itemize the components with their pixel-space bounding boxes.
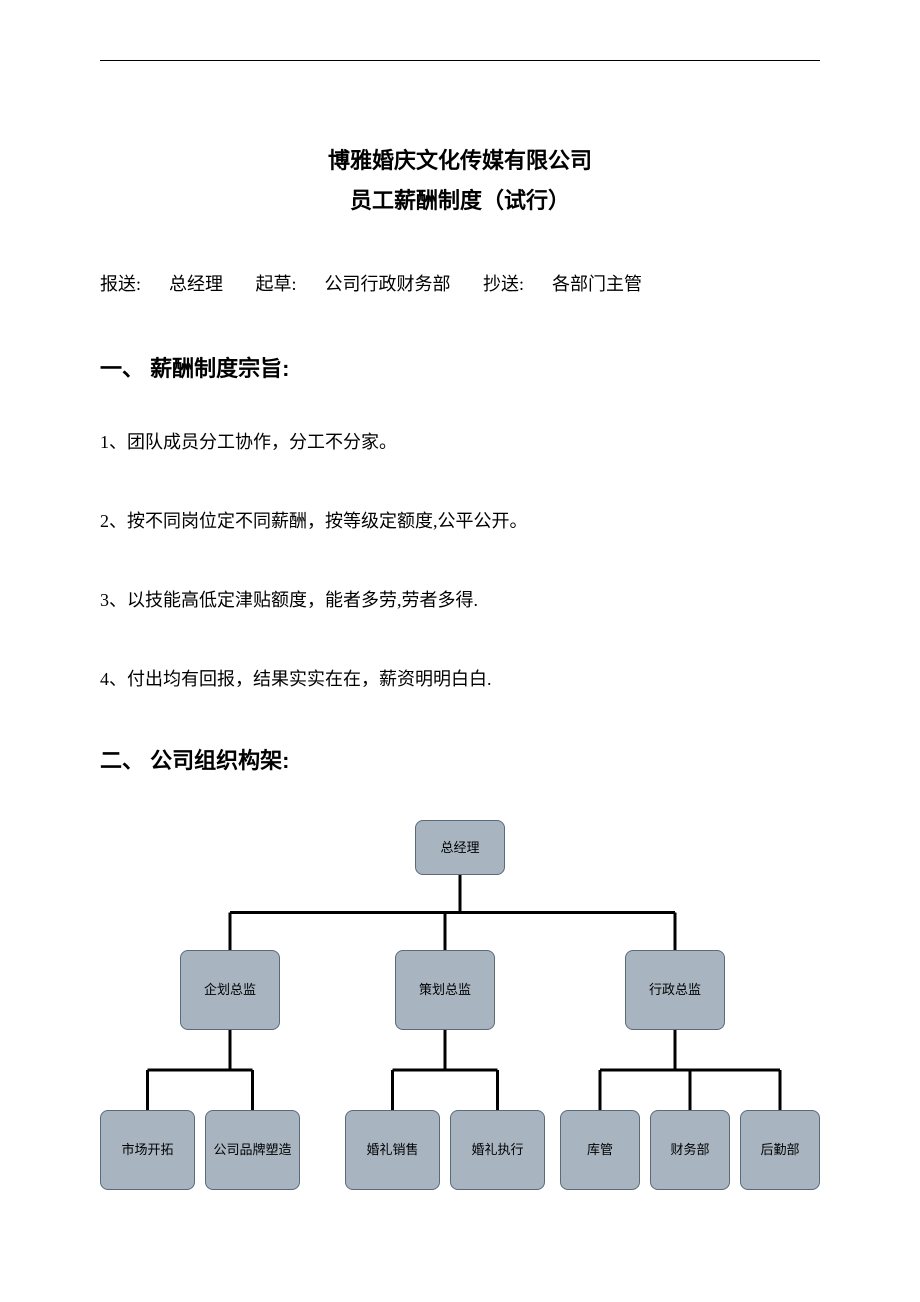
section-1-item: 4、付出均有回报，结果实实在在，薪资明明白白. [100, 665, 820, 694]
qicao-label: 起草: [256, 274, 297, 294]
org-node-pinpai: 公司品牌塑造 [205, 1110, 300, 1190]
section-1-heading: 一、 薪酬制度宗旨: [100, 351, 820, 383]
section-1-item: 3、以技能高低定津贴额度，能者多劳,劳者多得. [100, 586, 820, 615]
org-node-xiaoshou: 婚礼销售 [345, 1110, 440, 1190]
section-1-item: 1、团队成员分工协作，分工不分家。 [100, 428, 820, 457]
top-rule [100, 60, 820, 61]
document-title: 博雅婚庆文化传媒有限公司 员工薪酬制度（试行） [100, 141, 820, 220]
meta-line: 报送: 总经理 起草: 公司行政财务部 抄送: 各部门主管 [100, 270, 820, 296]
org-node-zhixing: 婚礼执行 [450, 1110, 545, 1190]
org-chart: 总经理企划总监 策划总监 行政总监市场开拓公司品牌塑造婚礼销售婚礼执行库管财务部后勤… [100, 820, 820, 1230]
chaosong-value: 各部门主管 [552, 274, 642, 294]
title-line-2: 员工薪酬制度（试行） [100, 181, 820, 221]
qicao-value: 公司行政财务部 [325, 274, 451, 294]
org-node-xingz: 行政总监 [625, 950, 725, 1030]
org-node-ceo: 总经理 [415, 820, 505, 875]
org-node-shichang: 市场开拓 [100, 1110, 195, 1190]
baosong-value: 总经理 [169, 274, 223, 294]
section-1-item: 2、按不同岗位定不同薪酬，按等级定额度,公平公开。 [100, 507, 820, 536]
org-node-qihua: 企划总监 [180, 950, 280, 1030]
baosong-label: 报送: [100, 274, 141, 294]
section-2-heading: 二、 公司组织构架: [100, 743, 820, 775]
org-node-houqin: 后勤部 [740, 1110, 820, 1190]
org-node-kuguan: 库管 [560, 1110, 640, 1190]
org-node-caiwu: 财务部 [650, 1110, 730, 1190]
org-node-cehua: 策划总监 [395, 950, 495, 1030]
chaosong-label: 抄送: [483, 274, 524, 294]
title-line-1: 博雅婚庆文化传媒有限公司 [100, 141, 820, 181]
